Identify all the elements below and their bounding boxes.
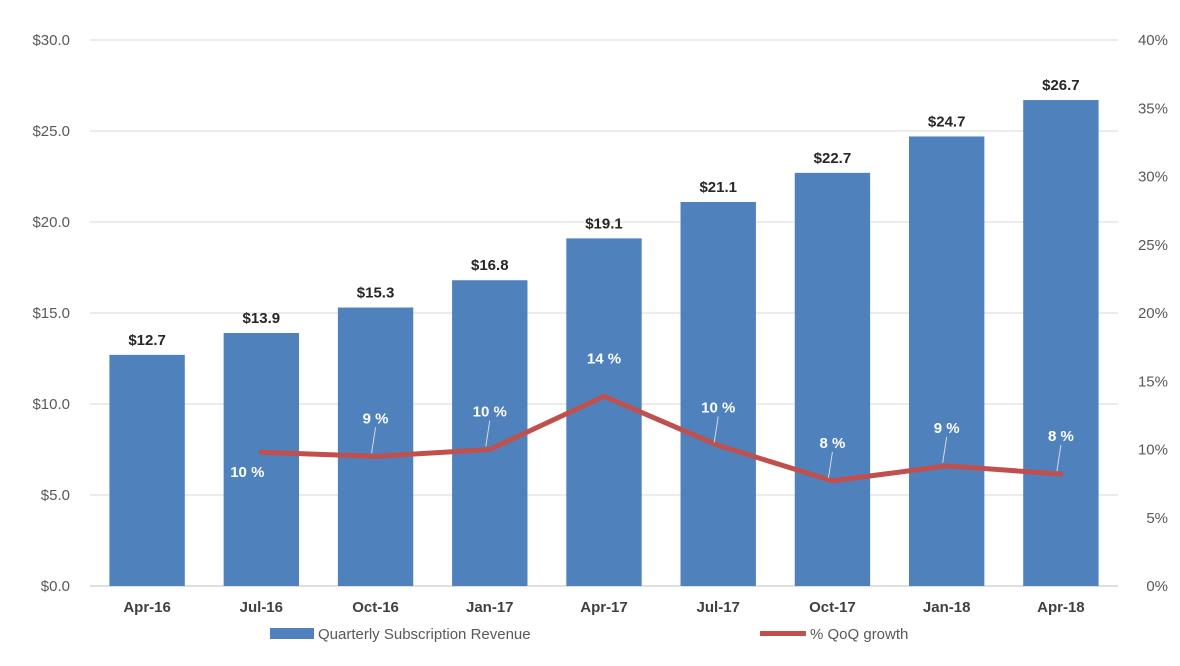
left-tick-label: $25.0 xyxy=(32,123,70,140)
growth-line-labels: 10 % 9 % 10 % 14 % 10 % 8 % 9 % 8 % xyxy=(230,350,1074,481)
bar-data-label: $13.9 xyxy=(243,310,281,327)
label-leader xyxy=(827,451,833,478)
label-leader xyxy=(713,416,719,443)
legend-swatch-revenue xyxy=(270,628,314,639)
revenue-bars xyxy=(109,100,1099,587)
growth-data-label: 8 % xyxy=(1048,428,1074,445)
left-axis-ticks: $0.0 $5.0 $10.0 $15.0 $20.0 $25.0 $30.0 xyxy=(32,32,70,595)
revenue-bar xyxy=(452,280,528,586)
left-tick-label: $5.0 xyxy=(41,487,70,504)
revenue-bar xyxy=(566,238,642,586)
bar-data-label: $12.7 xyxy=(128,332,166,349)
revenue-bar xyxy=(680,201,756,587)
bar-data-label: $19.1 xyxy=(585,215,623,232)
right-tick-label: 5% xyxy=(1146,510,1168,527)
growth-data-label: 10 % xyxy=(230,464,264,481)
right-axis-ticks: 0% 5% 10% 15% 20% 25% 30% 35% 40% xyxy=(1138,32,1168,595)
bar-data-label: $24.7 xyxy=(928,113,966,130)
growth-data-label: 9 % xyxy=(363,410,389,427)
left-tick-label: $20.0 xyxy=(32,214,70,231)
right-tick-label: 30% xyxy=(1138,169,1168,186)
right-tick-label: 25% xyxy=(1138,237,1168,254)
category-label: Apr-16 xyxy=(123,599,171,616)
revenue-bar xyxy=(109,354,185,586)
category-label: Jul-17 xyxy=(697,599,740,616)
revenue-bar xyxy=(1023,100,1099,586)
growth-label-leaders xyxy=(371,416,1062,478)
legend-label-revenue: Quarterly Subscription Revenue xyxy=(318,626,531,643)
category-label: Apr-17 xyxy=(580,599,628,616)
left-tick-label: $15.0 xyxy=(32,305,70,322)
category-label: Jan-18 xyxy=(923,599,971,616)
growth-data-label: 10 % xyxy=(701,399,735,416)
label-leader xyxy=(485,420,491,447)
bar-data-label: $22.7 xyxy=(814,150,852,167)
bar-data-label: $15.3 xyxy=(357,285,395,302)
legend-label-growth: % QoQ growth xyxy=(810,626,908,643)
category-label: Jan-17 xyxy=(466,599,514,616)
bar-data-label: $26.7 xyxy=(1042,77,1080,94)
revenue-bar-labels: $12.7 $13.9 $15.3 $16.8 $19.1 $21.1 $22.7 $24.7… xyxy=(128,77,1079,349)
growth-data-label: 9 % xyxy=(934,420,960,437)
category-axis-labels: Apr-16 Jul-16 Oct-16 Jan-17 Apr-17 Jul-17 Oct-… xyxy=(123,599,1084,616)
right-tick-label: 15% xyxy=(1138,373,1168,390)
category-label: Apr-18 xyxy=(1037,599,1085,616)
category-label: Oct-16 xyxy=(352,599,399,616)
revenue-bar xyxy=(223,333,300,586)
left-tick-label: $0.0 xyxy=(41,578,70,595)
right-tick-label: 0% xyxy=(1146,578,1168,595)
bar-data-label: $16.8 xyxy=(471,257,509,274)
right-tick-label: 35% xyxy=(1138,100,1168,117)
right-tick-label: 20% xyxy=(1138,305,1168,322)
right-tick-label: 40% xyxy=(1138,32,1168,49)
growth-data-label: 10 % xyxy=(473,404,507,421)
revenue-bar xyxy=(794,172,871,587)
left-tick-label: $30.0 xyxy=(32,32,70,49)
label-leader xyxy=(371,427,377,454)
right-tick-label: 10% xyxy=(1138,442,1168,459)
growth-data-label: 8 % xyxy=(820,435,846,452)
growth-line-series xyxy=(258,393,1064,484)
growth-line xyxy=(258,393,1064,484)
category-label: Jul-16 xyxy=(240,599,283,616)
revenue-bar xyxy=(908,136,985,586)
legend-swatch-growth xyxy=(760,631,806,636)
growth-data-label: 14 % xyxy=(587,350,621,367)
legend: Quarterly Subscription Revenue % QoQ gro… xyxy=(270,626,908,643)
revenue-bar xyxy=(337,307,414,586)
category-label: Oct-17 xyxy=(809,599,856,616)
label-leader xyxy=(942,436,948,463)
bar-data-label: $21.1 xyxy=(699,179,737,196)
label-leader xyxy=(1056,444,1062,472)
left-tick-label: $10.0 xyxy=(32,396,70,413)
